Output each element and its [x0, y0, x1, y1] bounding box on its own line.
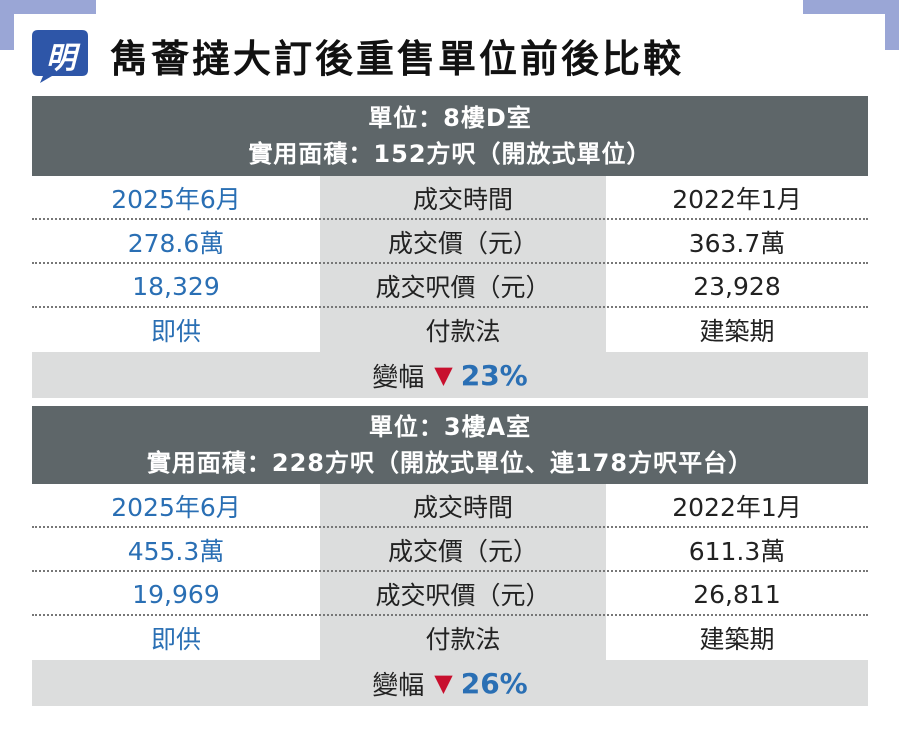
previous-value: 23,928 [693, 271, 781, 301]
area-line: 實用面積：228方呎（開放式單位、連178方呎平台） [146, 449, 754, 477]
row-label: 付款法 [320, 616, 606, 660]
table-row: 即供 付款法 建築期 [32, 616, 868, 660]
previous-value: 2022年1月 [672, 493, 802, 522]
previous-value: 2022年1月 [672, 185, 802, 214]
row-label: 成交呎價（元） [320, 264, 606, 308]
row-label: 付款法 [320, 308, 606, 352]
change-label: 變幅 [372, 670, 425, 701]
row-label: 成交時間 [320, 484, 606, 528]
row-label: 成交時間 [320, 176, 606, 220]
page-header: 明 雋薈撻大訂後重售單位前後比較 [32, 26, 684, 84]
change-percentage: 26% [460, 666, 528, 700]
area-line: 實用面積：152方呎（開放式單位） [248, 140, 652, 168]
down-arrow-icon: ▼ [434, 669, 453, 697]
table-row: 19,969 成交呎價（元） 26,811 [32, 572, 868, 616]
previous-value: 建築期 [699, 317, 775, 346]
unit-block-2: 單位：3樓A室 實用面積：228方呎（開放式單位、連178方呎平台） 2025年… [32, 406, 868, 706]
page-title: 雋薈撻大訂後重售單位前後比較 [110, 36, 685, 81]
table-row: 18,329 成交呎價（元） 23,928 [32, 264, 868, 308]
corner-decoration-left-top [0, 0, 96, 14]
change-row: 變幅 ▼ 26% [32, 660, 868, 706]
unit-line: 單位：3樓A室 [368, 413, 532, 441]
speech-bubble-icon [32, 30, 88, 83]
corner-decoration-right-top [803, 0, 899, 14]
previous-value: 建築期 [699, 625, 775, 654]
logo-character: 明 [46, 41, 76, 76]
change-label: 變幅 [372, 362, 425, 393]
table-row: 即供 付款法 建築期 [32, 308, 868, 352]
row-label: 成交價（元） [320, 528, 606, 572]
change-percentage: 23% [460, 358, 528, 392]
table-row: 278.6萬 成交價（元） 363.7萬 [32, 220, 868, 264]
recent-value: 19,969 [132, 579, 220, 609]
down-arrow-icon: ▼ [434, 361, 453, 389]
recent-value: 455.3萬 [127, 537, 225, 566]
row-label: 成交價（元） [320, 220, 606, 264]
table-row: 2025年6月 成交時間 2022年1月 [32, 484, 868, 528]
recent-value: 18,329 [132, 271, 220, 301]
previous-value: 611.3萬 [688, 537, 786, 566]
recent-value: 即供 [150, 625, 201, 654]
previous-value: 26,811 [693, 579, 781, 609]
previous-value: 363.7萬 [688, 229, 786, 258]
recent-value: 278.6萬 [127, 229, 225, 258]
row-label: 成交呎價（元） [320, 572, 606, 616]
unit-block-1: 單位：8樓D室 實用面積：152方呎（開放式單位） 2025年6月 成交時間 2… [32, 96, 868, 398]
recent-value: 2025年6月 [111, 493, 241, 522]
unit-line: 單位：8樓D室 [368, 104, 532, 132]
recent-value: 2025年6月 [111, 185, 241, 214]
recent-value: 即供 [150, 317, 201, 346]
unit-block-header: 單位：8樓D室 實用面積：152方呎（開放式單位） [32, 96, 868, 176]
change-row: 變幅 ▼ 23% [32, 352, 868, 398]
table-row: 2025年6月 成交時間 2022年1月 [32, 176, 868, 220]
newspaper-logo: 明 [32, 26, 92, 84]
table-row: 455.3萬 成交價（元） 611.3萬 [32, 528, 868, 572]
unit-block-header: 單位：3樓A室 實用面積：228方呎（開放式單位、連178方呎平台） [32, 406, 868, 484]
